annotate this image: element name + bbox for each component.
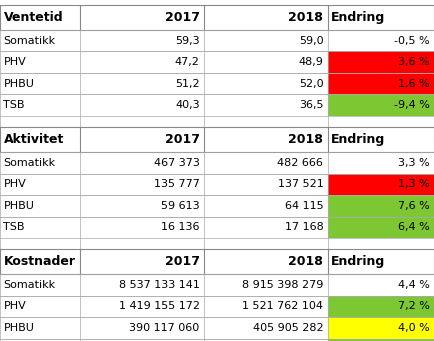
Bar <box>0 152 328 174</box>
Text: 1,3 %: 1,3 % <box>398 179 430 189</box>
Bar <box>0 238 434 249</box>
Text: 4,0 %: 4,0 % <box>398 323 430 333</box>
Text: 7,6 %: 7,6 % <box>398 201 430 211</box>
Text: PHV: PHV <box>3 57 26 67</box>
Text: 59,0: 59,0 <box>299 36 323 46</box>
Text: PHV: PHV <box>3 179 26 189</box>
Text: 6,4 %: 6,4 % <box>398 222 430 232</box>
Text: 1 521 762 104: 1 521 762 104 <box>242 301 323 311</box>
Bar <box>328 195 434 217</box>
Bar <box>0 296 328 317</box>
Bar <box>0 51 328 73</box>
Text: 17 168: 17 168 <box>285 222 323 232</box>
Bar <box>0 127 434 152</box>
Text: PHBU: PHBU <box>3 323 34 333</box>
Bar <box>328 217 434 238</box>
Bar <box>328 339 434 341</box>
Bar <box>0 116 434 127</box>
Text: -0,5 %: -0,5 % <box>394 36 430 46</box>
Bar <box>0 249 434 274</box>
Text: 64 115: 64 115 <box>285 201 323 211</box>
Bar <box>0 73 328 94</box>
Bar <box>0 317 328 339</box>
Bar <box>0 274 328 296</box>
Text: 2017: 2017 <box>164 11 200 24</box>
Text: 135 777: 135 777 <box>154 179 200 189</box>
Bar <box>0 339 328 341</box>
Text: 1 419 155 172: 1 419 155 172 <box>118 301 200 311</box>
Text: Somatikk: Somatikk <box>3 158 56 168</box>
Text: 48,9: 48,9 <box>299 57 323 67</box>
Text: 3,3 %: 3,3 % <box>398 158 430 168</box>
Bar <box>328 152 434 174</box>
Text: Aktivitet: Aktivitet <box>3 133 64 146</box>
Text: 2017: 2017 <box>164 255 200 268</box>
Text: PHV: PHV <box>3 301 26 311</box>
Text: Somatikk: Somatikk <box>3 280 56 290</box>
Bar <box>0 174 328 195</box>
Text: 467 373: 467 373 <box>154 158 200 168</box>
Bar <box>0 5 434 30</box>
Text: 137 521: 137 521 <box>278 179 323 189</box>
Bar <box>0 30 328 51</box>
Bar <box>328 73 434 94</box>
Text: -9,4 %: -9,4 % <box>394 100 430 110</box>
Bar <box>328 274 434 296</box>
Text: 390 117 060: 390 117 060 <box>129 323 200 333</box>
Text: 1,6 %: 1,6 % <box>398 79 430 89</box>
Text: 36,5: 36,5 <box>299 100 323 110</box>
Bar <box>328 30 434 51</box>
Text: 8 537 133 141: 8 537 133 141 <box>119 280 200 290</box>
Bar <box>328 174 434 195</box>
Text: 2017: 2017 <box>164 133 200 146</box>
Text: 3,6 %: 3,6 % <box>398 57 430 67</box>
Bar <box>328 94 434 116</box>
Text: 40,3: 40,3 <box>175 100 200 110</box>
Text: 51,2: 51,2 <box>175 79 200 89</box>
Text: Endring: Endring <box>331 133 385 146</box>
Text: TSB: TSB <box>3 222 25 232</box>
Bar <box>0 94 328 116</box>
Text: 47,2: 47,2 <box>175 57 200 67</box>
Text: 2018: 2018 <box>289 11 323 24</box>
Text: PHBU: PHBU <box>3 201 34 211</box>
Bar <box>328 51 434 73</box>
Bar <box>328 296 434 317</box>
Text: Ventetid: Ventetid <box>3 11 63 24</box>
Text: Endring: Endring <box>331 255 385 268</box>
Text: 2018: 2018 <box>289 133 323 146</box>
Text: 59 613: 59 613 <box>161 201 200 211</box>
Text: Somatikk: Somatikk <box>3 36 56 46</box>
Text: 8 915 398 279: 8 915 398 279 <box>242 280 323 290</box>
Text: 405 905 282: 405 905 282 <box>253 323 323 333</box>
Text: 4,4 %: 4,4 % <box>398 280 430 290</box>
Text: TSB: TSB <box>3 100 25 110</box>
Text: 59,3: 59,3 <box>175 36 200 46</box>
Text: Kostnader: Kostnader <box>3 255 76 268</box>
Text: 7,2 %: 7,2 % <box>398 301 430 311</box>
Text: Endring: Endring <box>331 11 385 24</box>
Bar <box>0 217 328 238</box>
Text: 2018: 2018 <box>289 255 323 268</box>
Bar <box>0 195 328 217</box>
Text: 482 666: 482 666 <box>277 158 323 168</box>
Text: PHBU: PHBU <box>3 79 34 89</box>
Text: 16 136: 16 136 <box>161 222 200 232</box>
Text: 52,0: 52,0 <box>299 79 323 89</box>
Bar <box>328 317 434 339</box>
